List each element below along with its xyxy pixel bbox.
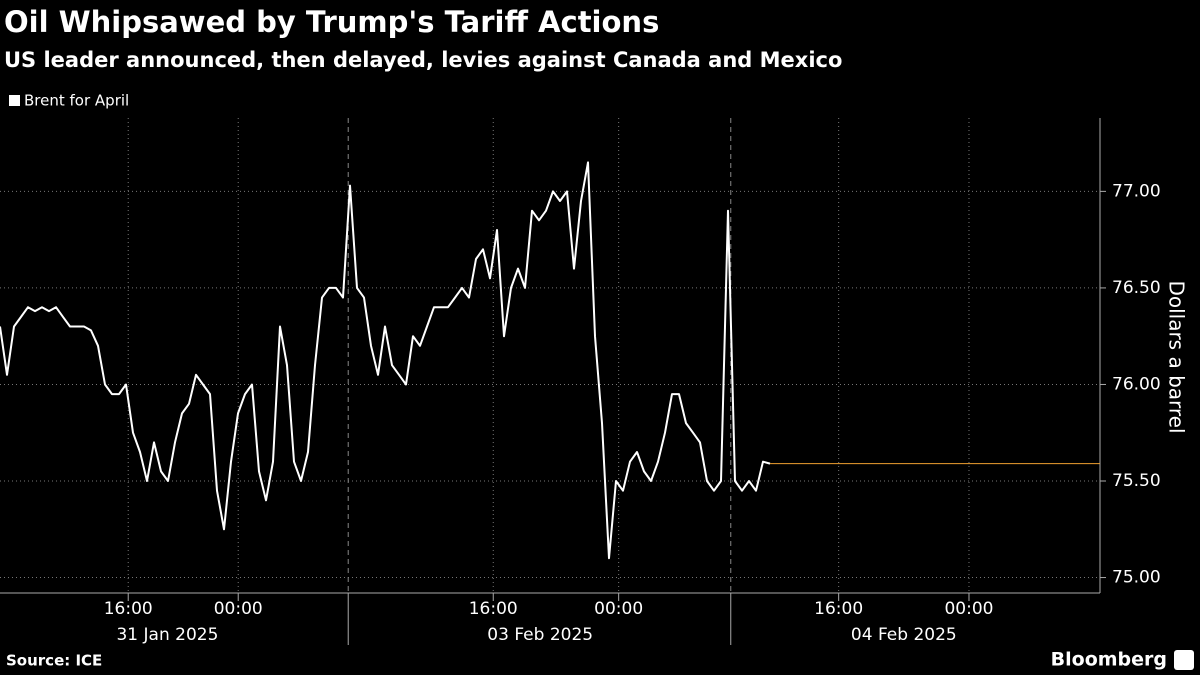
chart-title: Oil Whipsawed by Trump's Tariff Actions [4, 5, 659, 39]
x-tick-label: 00:00 [214, 599, 263, 619]
brand: Bloomberg [1051, 649, 1167, 671]
x-tick-label: 16:00 [104, 599, 153, 619]
date-label: 31 Jan 2025 [116, 625, 218, 645]
x-tick-label: 00:00 [594, 599, 643, 619]
x-tick-label: 16:00 [814, 599, 863, 619]
y-tick-label: 75.00 [1112, 568, 1161, 588]
series-line [0, 161, 771, 560]
brand-icon [1174, 650, 1194, 670]
y-tick-label: 76.00 [1112, 374, 1161, 394]
y-tick-label: 77.00 [1112, 181, 1161, 201]
chart-subtitle: US leader announced, then delayed, levie… [4, 48, 842, 72]
date-label: 03 Feb 2025 [487, 625, 593, 645]
x-tick-label: 16:00 [469, 599, 518, 619]
legend-swatch [9, 95, 20, 106]
legend-label: Brent for April [24, 92, 129, 110]
x-tick-label: 00:00 [944, 599, 993, 619]
source: Source: ICE [6, 652, 102, 670]
y-tick-label: 76.50 [1112, 278, 1161, 298]
y-axis-label: Dollars a barrel [1165, 280, 1189, 433]
date-label: 04 Feb 2025 [851, 625, 957, 645]
y-tick-label: 75.50 [1112, 471, 1161, 491]
